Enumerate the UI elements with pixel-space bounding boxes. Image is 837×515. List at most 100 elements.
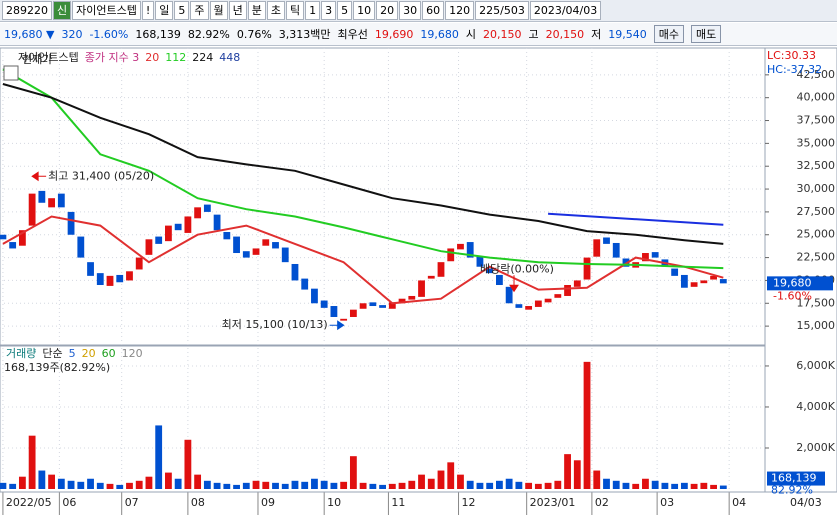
price-change: -1.60% [773, 289, 812, 302]
candle-body [67, 211, 75, 235]
trend-line [548, 212, 724, 226]
volume-bar [369, 483, 377, 489]
volume-bar [213, 482, 221, 489]
legend-entry: 112 [165, 51, 186, 64]
volume-bar [38, 470, 46, 489]
ma-line [2, 68, 724, 270]
candle-body [340, 318, 348, 321]
toolbar-item[interactable]: 초 [266, 1, 286, 20]
candle-body [184, 216, 192, 233]
volume-summary: 168,139주(82.92%) [4, 361, 110, 374]
annotation: 최저 15,100 (10/13) [222, 318, 328, 331]
y-tick-label: 2,000K [796, 441, 835, 454]
toolbar: 289220 신 자이언트스텝! 일 5 주 월 년 분 초 틱 1 3 5 10 20 30 60 120 225/… [0, 0, 837, 22]
candle-body [418, 280, 425, 297]
info-item: 320 [61, 27, 83, 41]
volume-bar [680, 482, 688, 489]
toolbar-item[interactable]: 월 [209, 1, 228, 20]
candle-body [612, 242, 620, 258]
candle-body [349, 309, 357, 317]
y-tick-label: 35,000 [797, 136, 836, 149]
candle-body [408, 295, 416, 300]
volume-bar [0, 482, 7, 489]
ma-line [2, 83, 724, 245]
volume-bar [544, 482, 552, 489]
candle-body [427, 275, 435, 279]
overlay-box [3, 65, 19, 81]
toolbar-item[interactable]: 225/503 [475, 1, 529, 20]
toolbar-item[interactable]: 5 [337, 1, 353, 20]
volume-bar [96, 482, 104, 489]
candle-body [525, 306, 533, 310]
y-tick-label: 32,500 [797, 159, 836, 172]
volume-bar [661, 482, 669, 489]
info-item[interactable]: 매수 [653, 25, 685, 43]
toolbar-item[interactable]: 일 [155, 1, 174, 20]
volume-bar [311, 478, 318, 489]
annotation-arrow [31, 171, 47, 182]
toolbar-item[interactable]: 120 [445, 1, 475, 20]
toolbar-item[interactable]: 5 [174, 1, 190, 20]
volume-bar [301, 481, 309, 489]
legend-entry: 224 [192, 51, 213, 64]
volume-bar [418, 474, 425, 489]
annotation: 배당락(0.00%) [480, 262, 554, 275]
volume-bar [466, 480, 474, 489]
volume-bar [554, 480, 562, 489]
candle-body [369, 302, 377, 307]
toolbar-item[interactable]: 틱 [286, 1, 305, 20]
volume-bar [223, 483, 231, 489]
toolbar-item[interactable]: 1 [305, 1, 321, 20]
toolbar-item[interactable]: 60 [422, 1, 445, 20]
toolbar-item[interactable]: 주 [190, 1, 209, 20]
legend-entry: 20 [145, 51, 159, 64]
volume-panel [0, 345, 766, 493]
toolbar-item[interactable]: 20 [376, 1, 399, 20]
volume-bar [203, 480, 211, 489]
corner-label: LC:30.33 [767, 49, 816, 62]
y-tick-label: 15,000 [797, 319, 836, 332]
volume-bar [388, 483, 396, 489]
info-item: -1.60% [89, 27, 129, 41]
legend-entry: 거래량 [6, 347, 36, 360]
candle-body [330, 306, 338, 317]
volume-tag [767, 471, 825, 486]
volume-bar [194, 474, 202, 489]
toolbar-item[interactable]: 신 [53, 1, 72, 20]
end-date: 04/03 [790, 496, 822, 509]
x-tick-label: 2022/05 [6, 496, 52, 509]
volume-bar [252, 480, 260, 489]
toolbar-item[interactable]: 년 [228, 1, 247, 20]
toolbar-item[interactable]: 분 [247, 1, 266, 20]
toolbar-item[interactable]: 30 [399, 1, 422, 20]
toolbar-item[interactable]: ! [141, 1, 155, 20]
candle-body [680, 274, 688, 288]
x-tick-label: 2023/01 [530, 496, 576, 509]
y-tick-label: 25,000 [797, 228, 836, 241]
candle-body [457, 243, 464, 250]
info-item[interactable]: 매도 [691, 25, 722, 43]
info-item: 0.76% [236, 27, 272, 41]
toolbar-item[interactable]: 289220 [2, 1, 52, 20]
volume-bar [291, 480, 299, 489]
volume-bar [408, 480, 416, 489]
toolbar-item[interactable]: 3 [321, 1, 337, 20]
candle-body [690, 282, 698, 287]
candle-body [174, 223, 182, 231]
price-panel [0, 47, 766, 346]
toolbar-item[interactable]: 자이언트스텝 [72, 1, 141, 20]
toolbar-item[interactable]: 2023/04/03 [529, 1, 602, 20]
overlay-label: 현재가 [22, 53, 52, 66]
info-item: 19,680 [420, 27, 459, 41]
candle-body [515, 304, 523, 308]
volume-bar [155, 425, 163, 489]
candle-body [710, 275, 717, 280]
volume-bar [28, 435, 36, 489]
toolbar-item[interactable]: 10 [353, 1, 376, 20]
candle-body [388, 302, 396, 309]
info-item: 19,690 [374, 27, 414, 41]
candle-body [252, 248, 260, 255]
candle-body [398, 298, 406, 304]
y-tick-label: 6,000K [796, 359, 835, 372]
candle-body [466, 242, 474, 258]
